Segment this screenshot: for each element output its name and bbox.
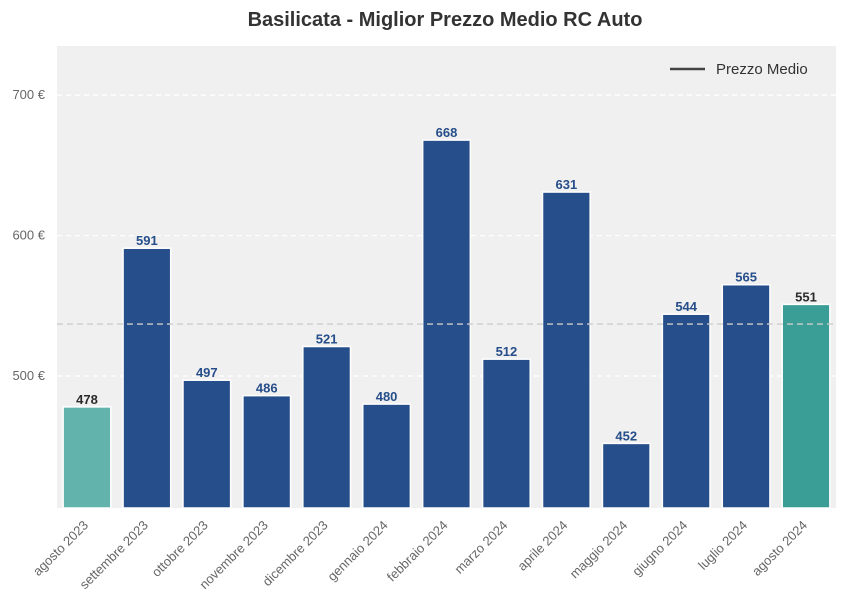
- bar: [182, 379, 232, 509]
- bar: [481, 358, 531, 509]
- x-tick-label: ottobre 2023: [149, 518, 211, 580]
- bars: [62, 139, 831, 509]
- y-axis: 500 € 600 € 700 €: [12, 87, 45, 383]
- data-label: 591: [136, 233, 158, 248]
- x-tick-label: marzo 2024: [451, 518, 510, 577]
- bar: [781, 303, 831, 509]
- bar: [601, 442, 651, 509]
- bar: [362, 403, 412, 509]
- bar: [242, 394, 292, 509]
- x-tick-label: giugno 2024: [629, 518, 690, 579]
- value-labels: 478 591 497 486 521 480 668 512 631 452 544 565 551: [76, 125, 817, 443]
- x-tick-label: maggio 2024: [567, 518, 631, 582]
- bar: [122, 247, 172, 509]
- data-label: 631: [555, 177, 577, 192]
- y-tick-label: 700 €: [12, 87, 45, 102]
- y-tick-label: 600 €: [12, 228, 45, 243]
- x-tick-label: agosto 2024: [749, 518, 810, 579]
- data-label: 544: [675, 299, 697, 314]
- data-label: 497: [196, 365, 218, 380]
- bar: [62, 406, 112, 509]
- bar: [302, 345, 352, 509]
- data-label: 668: [436, 125, 458, 140]
- data-label: 565: [735, 270, 757, 285]
- legend: Prezzo Medio: [670, 61, 808, 78]
- data-label: 521: [316, 332, 338, 347]
- chart-title: Basilicata - Miglior Prezzo Medio RC Aut…: [248, 9, 643, 31]
- bar: [661, 313, 711, 509]
- x-tick-label: gennaio 2024: [324, 518, 390, 584]
- x-tick-label: aprile 2024: [514, 518, 570, 574]
- data-label: 452: [615, 428, 637, 443]
- y-tick-label: 500 €: [12, 368, 45, 383]
- data-label: 480: [376, 389, 398, 404]
- data-label: 486: [256, 381, 278, 396]
- data-label: 512: [496, 344, 518, 359]
- x-tick-label: luglio 2024: [695, 518, 750, 573]
- x-tick-label: febbraio 2024: [384, 518, 451, 585]
- legend-label: Prezzo Medio: [716, 61, 808, 78]
- x-tick-label: agosto 2023: [30, 518, 91, 579]
- bar: [721, 283, 771, 509]
- bar: [541, 191, 591, 509]
- data-label: 551: [795, 289, 817, 304]
- data-label: 478: [76, 392, 98, 407]
